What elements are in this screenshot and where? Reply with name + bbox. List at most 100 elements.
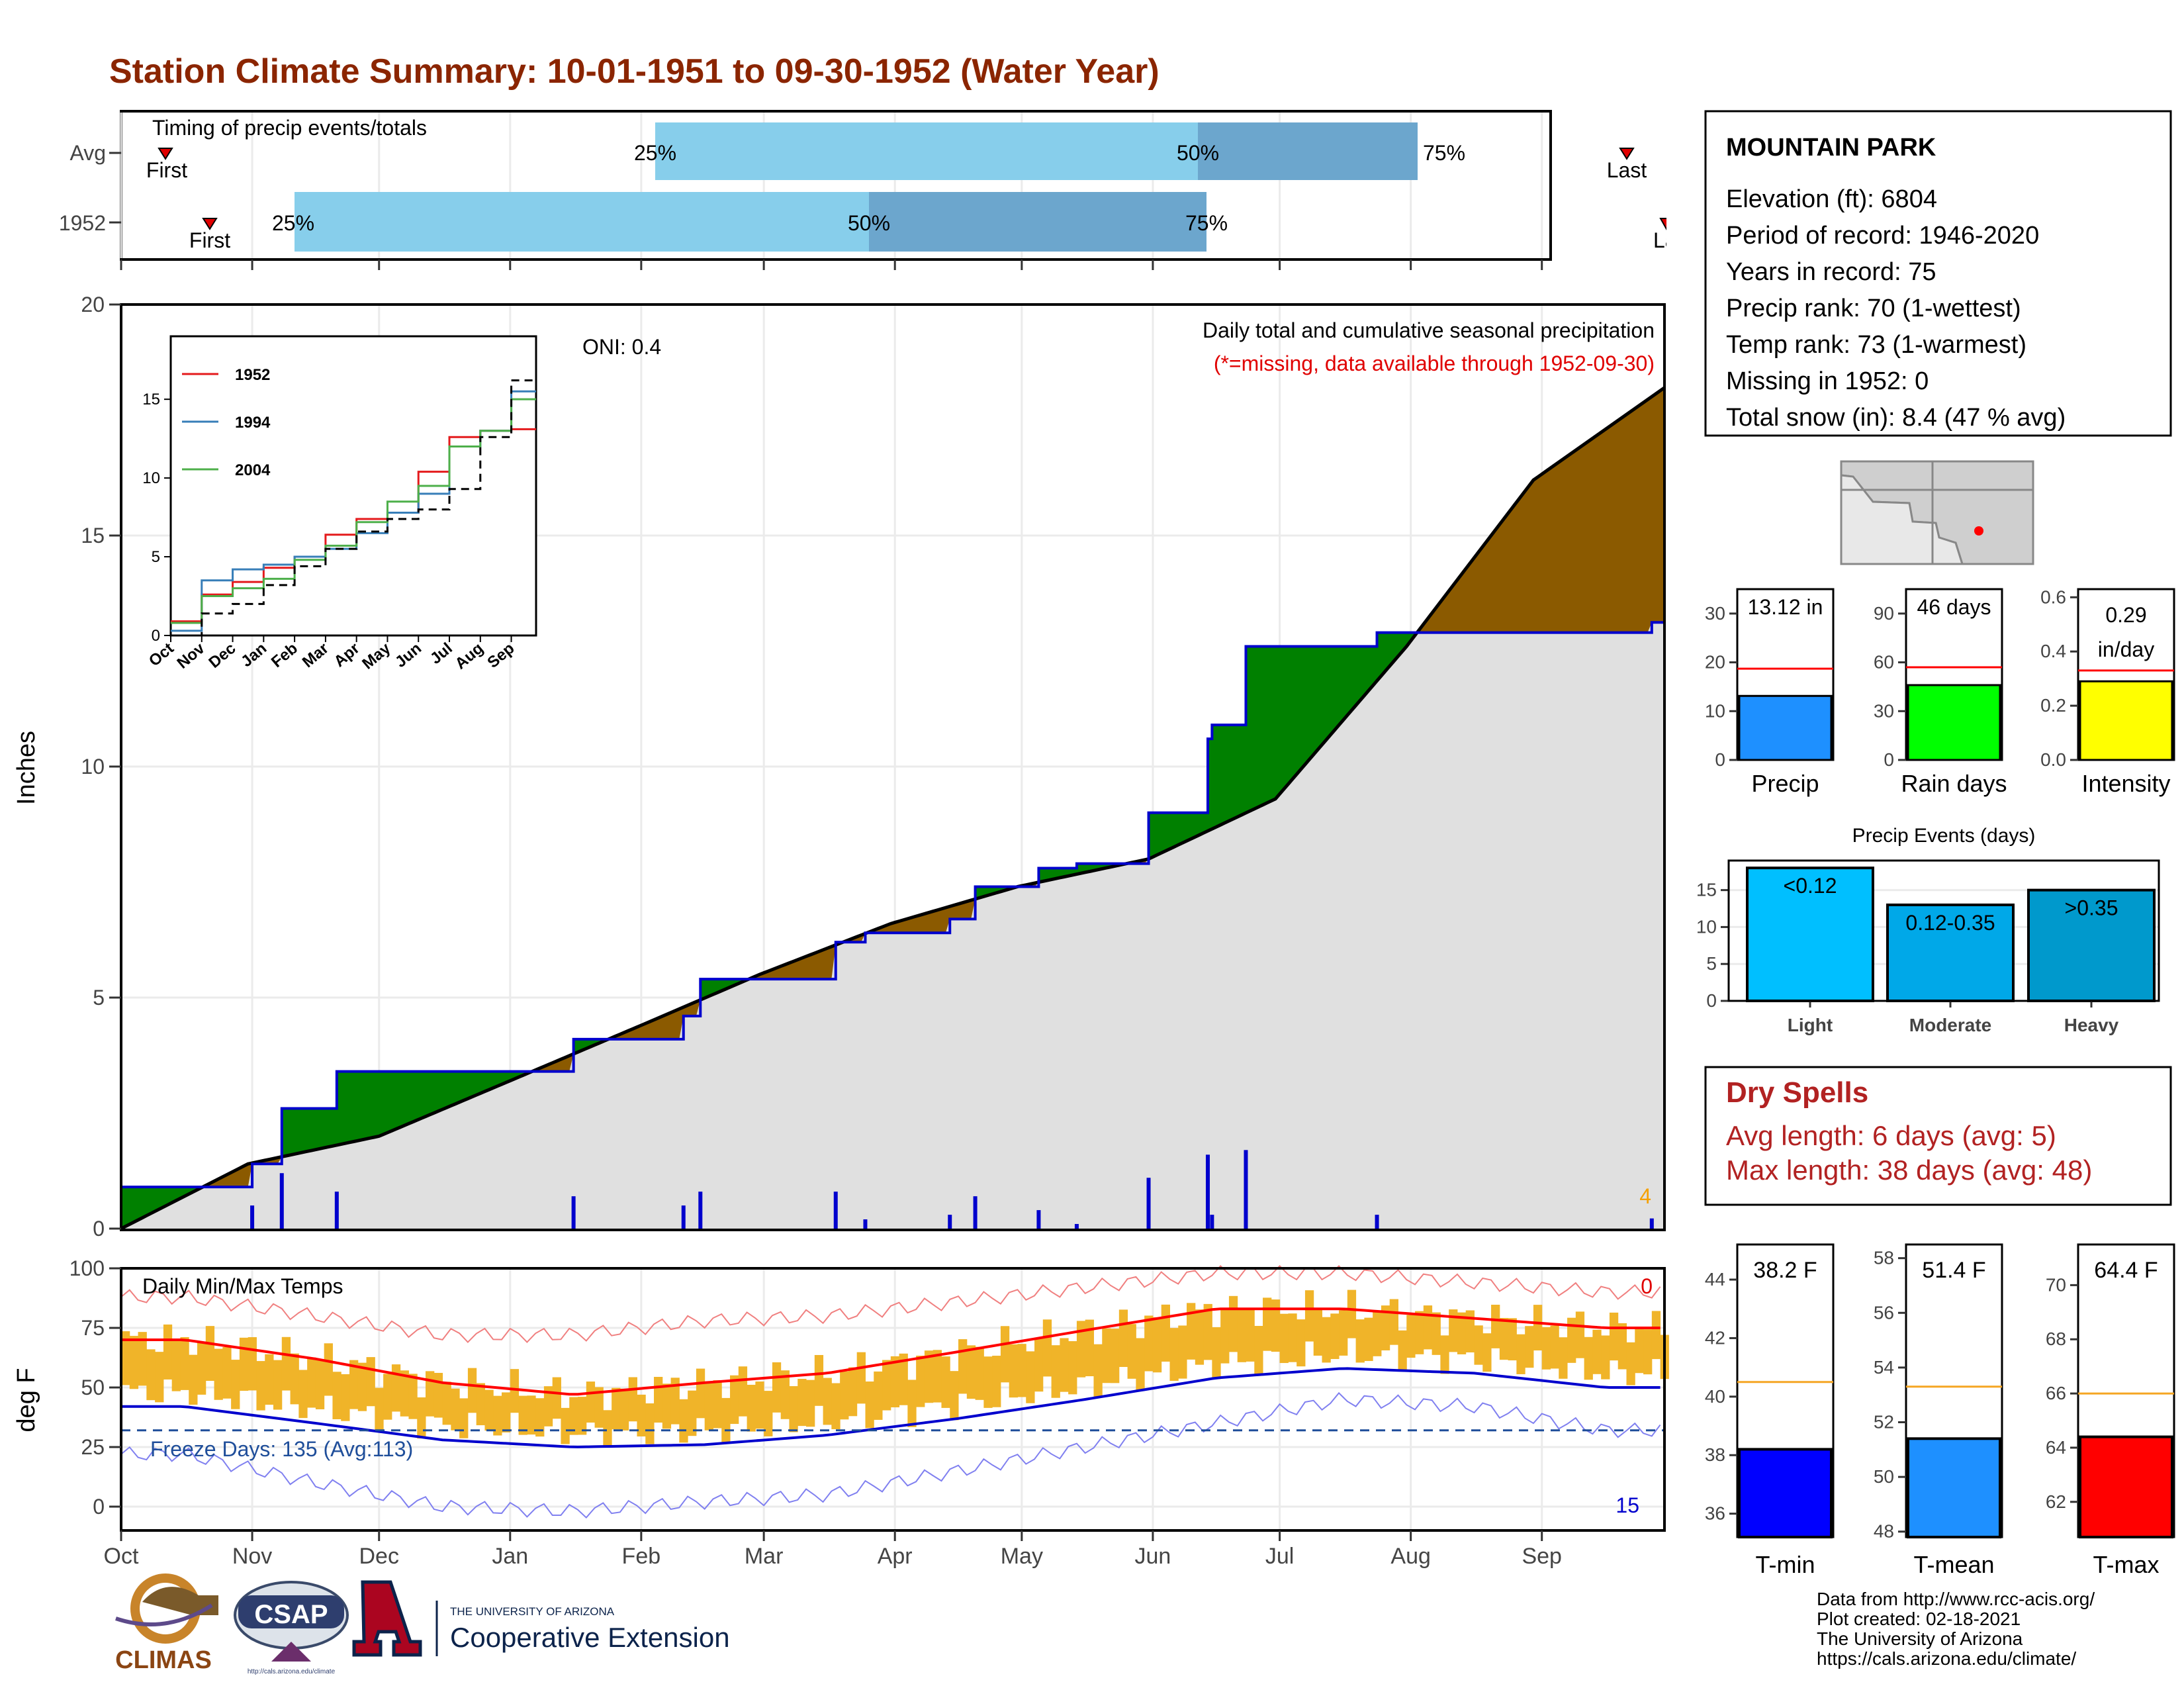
daily-temp-bar	[1152, 1317, 1162, 1373]
average-cumulative-line	[120, 386, 1666, 1231]
daily-precip-bar	[1074, 1224, 1079, 1229]
daily-temp-bar	[451, 1388, 460, 1430]
avg-min-line	[121, 1367, 1661, 1448]
summary-bar-rain_days	[1907, 684, 2001, 761]
daily-temp-bar	[467, 1368, 477, 1413]
month-label: Aug	[1390, 1544, 1431, 1569]
temp-bar-ytick-label: 50	[1874, 1466, 1894, 1487]
daily-temp-bar	[1432, 1312, 1441, 1355]
summary-ytick-label: 0.2	[2040, 695, 2066, 716]
precip-ytick-label: 0	[93, 1217, 105, 1241]
daily-temp-bar	[561, 1407, 570, 1444]
summary-ytick-label: 0	[1715, 749, 1725, 770]
daily-precip-bar	[571, 1196, 576, 1229]
daily-temp-bar	[163, 1324, 173, 1380]
daily-temp-bar	[1288, 1313, 1297, 1362]
1952-bar-dark	[869, 192, 1206, 252]
ua-cooperative-extension: Cooperative Extension	[450, 1622, 730, 1653]
footer-credits: Data from http://www.rcc-acis.org/ Plot …	[1817, 1589, 2095, 1669]
daily-temp-bar	[307, 1357, 316, 1408]
daily-temp-bar	[1085, 1319, 1094, 1377]
summary-ytick-label: 30	[1705, 603, 1725, 624]
dry-spells-avg: Avg length: 6 days (avg: 5)	[1726, 1120, 2056, 1151]
precip-panel: ONI: 0.4 Daily total and cumulative seas…	[13, 293, 1666, 1241]
daily-temp-bar	[1203, 1303, 1212, 1360]
daily-temp-bar	[518, 1395, 527, 1435]
daily-temp-bar	[129, 1336, 139, 1389]
ua-small-text: THE UNIVERSITY OF ARIZONA	[450, 1605, 615, 1618]
event-bar-moderate	[1886, 903, 2015, 1003]
summary-ytick-label: 0	[1884, 749, 1894, 770]
daily-temp-bar	[1339, 1310, 1348, 1356]
daily-temp-bar	[941, 1356, 950, 1408]
temp-ytick-label: 0	[93, 1495, 105, 1519]
daily-temp-bar	[966, 1345, 976, 1399]
daily-temp-bar	[983, 1356, 993, 1408]
daily-temp-bar	[1212, 1327, 1221, 1380]
daily-temp-bar	[171, 1338, 181, 1391]
daily-temp-bar	[950, 1371, 959, 1421]
dry-spells-box: Dry Spells Avg length: 6 days (avg: 5) M…	[1704, 1066, 2172, 1206]
1952-last-marker	[1659, 218, 1666, 231]
climas-wordmark: CLIMAS	[115, 1646, 212, 1674]
month-label: Sep	[1522, 1544, 1562, 1569]
daily-temp-bar	[324, 1343, 333, 1396]
daily-temp-bar	[628, 1377, 637, 1422]
daily-precip-bar	[1649, 1218, 1654, 1229]
daily-temp-bar	[1263, 1297, 1272, 1351]
daily-temp-bar	[924, 1350, 934, 1403]
daily-temp-bar	[341, 1374, 350, 1421]
avg-max-line	[121, 1307, 1661, 1396]
daily-temp-bar	[688, 1390, 697, 1436]
daily-temp-bar	[874, 1371, 883, 1420]
avg-bar-light	[655, 122, 1198, 180]
daily-temp-bar	[155, 1352, 164, 1403]
daily-precip-bar	[863, 1219, 868, 1229]
events-ytick-label: 5	[1706, 953, 1717, 974]
1952-first-marker	[202, 218, 218, 230]
month-label: Jan	[492, 1544, 528, 1569]
daily-temp-bar	[375, 1387, 384, 1432]
daily-temp-bar	[569, 1397, 578, 1435]
climas-logo: CLIMAS	[115, 1573, 218, 1674]
event-bar-label: Moderate	[1909, 1015, 1991, 1035]
daily-temp-bar	[1617, 1323, 1627, 1370]
daily-temp-bar	[231, 1360, 240, 1409]
daily-temp-bar	[1449, 1309, 1458, 1352]
daily-temp-bar	[527, 1395, 536, 1435]
daily-temp-bar	[1304, 1290, 1314, 1342]
rain-days-value: 46 days	[1917, 595, 1991, 619]
daily-temp-bar	[189, 1354, 198, 1405]
daily-temp-bar	[1322, 1317, 1331, 1363]
daily-temp-bar	[1440, 1335, 1449, 1374]
daily-temp-bar	[730, 1375, 739, 1425]
daily-temp-bar	[1516, 1334, 1525, 1374]
temp-value-tmean: 51.4 F	[1922, 1258, 1985, 1283]
daily-temp-bar	[1355, 1319, 1365, 1363]
daily-temp-bar	[1136, 1338, 1145, 1391]
inset-series-2004	[171, 398, 536, 624]
timing-label: Timing of precip events/totals	[152, 116, 427, 140]
summary-bar-precip	[1738, 694, 1833, 761]
precip-ytick-label: 5	[93, 986, 105, 1009]
daily-temp-bar	[493, 1395, 502, 1436]
daily-temp-bar	[992, 1356, 1001, 1407]
daily-temp-bar	[1313, 1307, 1322, 1356]
inset-ytick-label: 15	[142, 391, 160, 408]
daily-precip-bar	[250, 1205, 255, 1229]
daily-temp-bar	[1508, 1318, 1517, 1361]
temp-panel: Daily Min/Max Temps 0 15 Freeze Days: 13…	[13, 259, 1669, 1569]
daily-precip-bar	[1375, 1215, 1379, 1229]
daily-temp-bar	[662, 1383, 672, 1429]
temp-bar-ytick-label: 70	[2046, 1274, 2066, 1295]
daily-temp-bar	[713, 1380, 722, 1429]
daily-temp-bar	[578, 1397, 587, 1435]
daily-temp-bar	[1381, 1305, 1390, 1350]
1952-cumulative-line	[121, 621, 1664, 1189]
daily-temp-bar	[1068, 1341, 1077, 1395]
avg-first-marker	[158, 148, 173, 160]
footer-line-1: Data from http://www.rcc-acis.org/	[1817, 1589, 2095, 1609]
avg-first-label: First	[146, 158, 187, 182]
temp-ytick-label: 75	[81, 1316, 105, 1340]
